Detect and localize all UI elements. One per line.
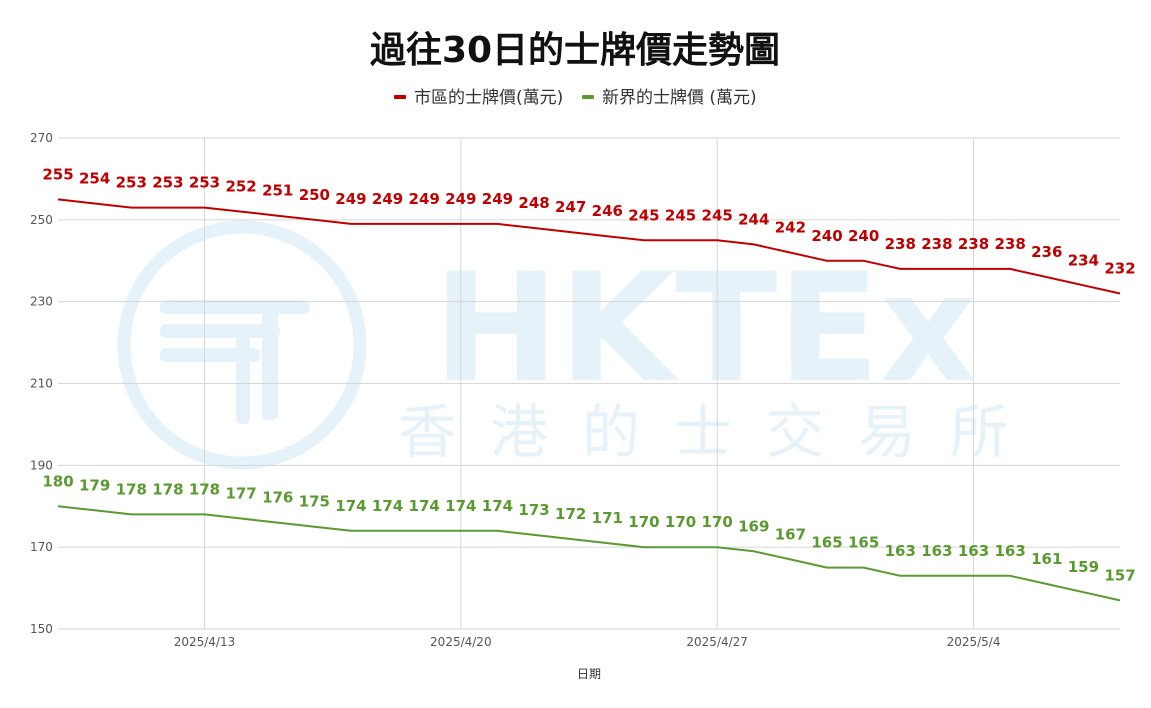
y-axis-ticks: 150 170 190 210 230 250 270 [30,131,53,636]
y-tick-label: 270 [30,131,53,145]
data-label: 173 [518,501,549,519]
data-label: 242 [775,219,806,237]
chart-title: 過往30日的士牌價走勢圖 [370,30,780,71]
legend-swatch-urban [394,95,406,99]
data-label: 180 [42,472,73,490]
x-tick-label: 2025/4/13 [174,635,236,649]
data-label: 174 [482,497,513,515]
y-tick-label: 190 [30,458,53,472]
data-label: 170 [628,513,659,531]
data-label: 240 [848,227,879,245]
y-tick-label: 150 [30,622,53,636]
grid [58,137,1120,630]
data-label: 249 [409,190,440,208]
data-label: 248 [518,194,549,212]
legend: 市區的士牌價(萬元) 新界的士牌價 (萬元) [394,88,757,108]
data-label: 163 [921,542,952,560]
data-label: 157 [1104,566,1135,584]
data-label: 244 [738,210,769,228]
data-label: 178 [116,480,147,498]
data-label: 170 [702,513,733,531]
watermark: HKTEx 香港的士交易所 [117,220,1042,470]
data-label: 178 [152,480,183,498]
data-label: 171 [592,509,623,527]
watermark-logo-text: HKTEx [433,242,976,416]
data-label: 238 [994,235,1025,253]
x-tick-label: 2025/5/4 [947,635,1001,649]
data-label: 159 [1068,558,1099,576]
data-label: 163 [885,542,916,560]
data-label: 234 [1068,251,1099,269]
data-label: 174 [409,497,440,515]
data-label: 174 [335,497,366,515]
x-axis-ticks: 2025/4/13 2025/4/20 2025/4/27 2025/5/4 [174,635,1001,649]
legend-swatch-nt [582,95,594,99]
data-label: 178 [189,480,220,498]
series-layer [57,198,1121,602]
data-label: 167 [775,525,806,543]
data-label: 249 [482,190,513,208]
y-tick-label: 170 [30,540,53,554]
data-label: 254 [79,169,110,187]
data-label: 175 [299,493,330,511]
data-label: 236 [1031,243,1062,261]
data-label: 163 [958,542,989,560]
data-label: 250 [299,186,330,204]
watermark-subtitle: 香港的士交易所 [398,398,1042,466]
series-line-0 [57,198,1121,295]
data-label: 253 [189,174,220,192]
data-label: 249 [445,190,476,208]
data-label: 177 [225,485,256,503]
data-label: 249 [335,190,366,208]
x-tick-label: 2025/4/20 [430,635,492,649]
data-label: 252 [225,178,256,196]
data-label: 238 [921,235,952,253]
data-label: 163 [994,542,1025,560]
data-label: 246 [592,202,623,220]
data-label: 253 [152,174,183,192]
data-label: 238 [885,235,916,253]
data-label: 253 [116,174,147,192]
data-label: 245 [702,206,733,224]
legend-label-nt: 新界的士牌價 (萬元) [602,88,757,108]
series-line-1 [57,505,1121,602]
y-tick-label: 250 [30,213,53,227]
data-label: 179 [79,476,110,494]
data-label: 170 [665,513,696,531]
data-label: 249 [372,190,403,208]
data-label: 174 [372,497,403,515]
data-labels: 255 254 253 253 253 252 251 250 249 249 249 249 249 2… [42,165,1135,584]
data-label: 165 [811,534,842,552]
legend-label-urban: 市區的士牌價(萬元) [414,88,563,108]
data-label: 172 [555,505,586,523]
data-label: 247 [555,198,586,216]
watermark-logo-ring [117,220,367,470]
data-label: 165 [848,534,879,552]
y-tick-label: 210 [30,377,53,391]
watermark-logo-mark [160,300,310,424]
data-label: 245 [665,206,696,224]
data-label: 176 [262,489,293,507]
data-label: 238 [958,235,989,253]
data-label: 251 [262,182,293,200]
data-label: 169 [738,517,769,535]
data-label: 255 [42,165,73,183]
x-tick-label: 2025/4/27 [686,635,748,649]
y-tick-label: 230 [30,295,53,309]
data-label: 232 [1104,259,1135,277]
data-label: 174 [445,497,476,515]
data-label: 240 [811,227,842,245]
x-axis-label: 日期 [577,667,601,681]
data-label: 245 [628,206,659,224]
data-label: 161 [1031,550,1062,568]
